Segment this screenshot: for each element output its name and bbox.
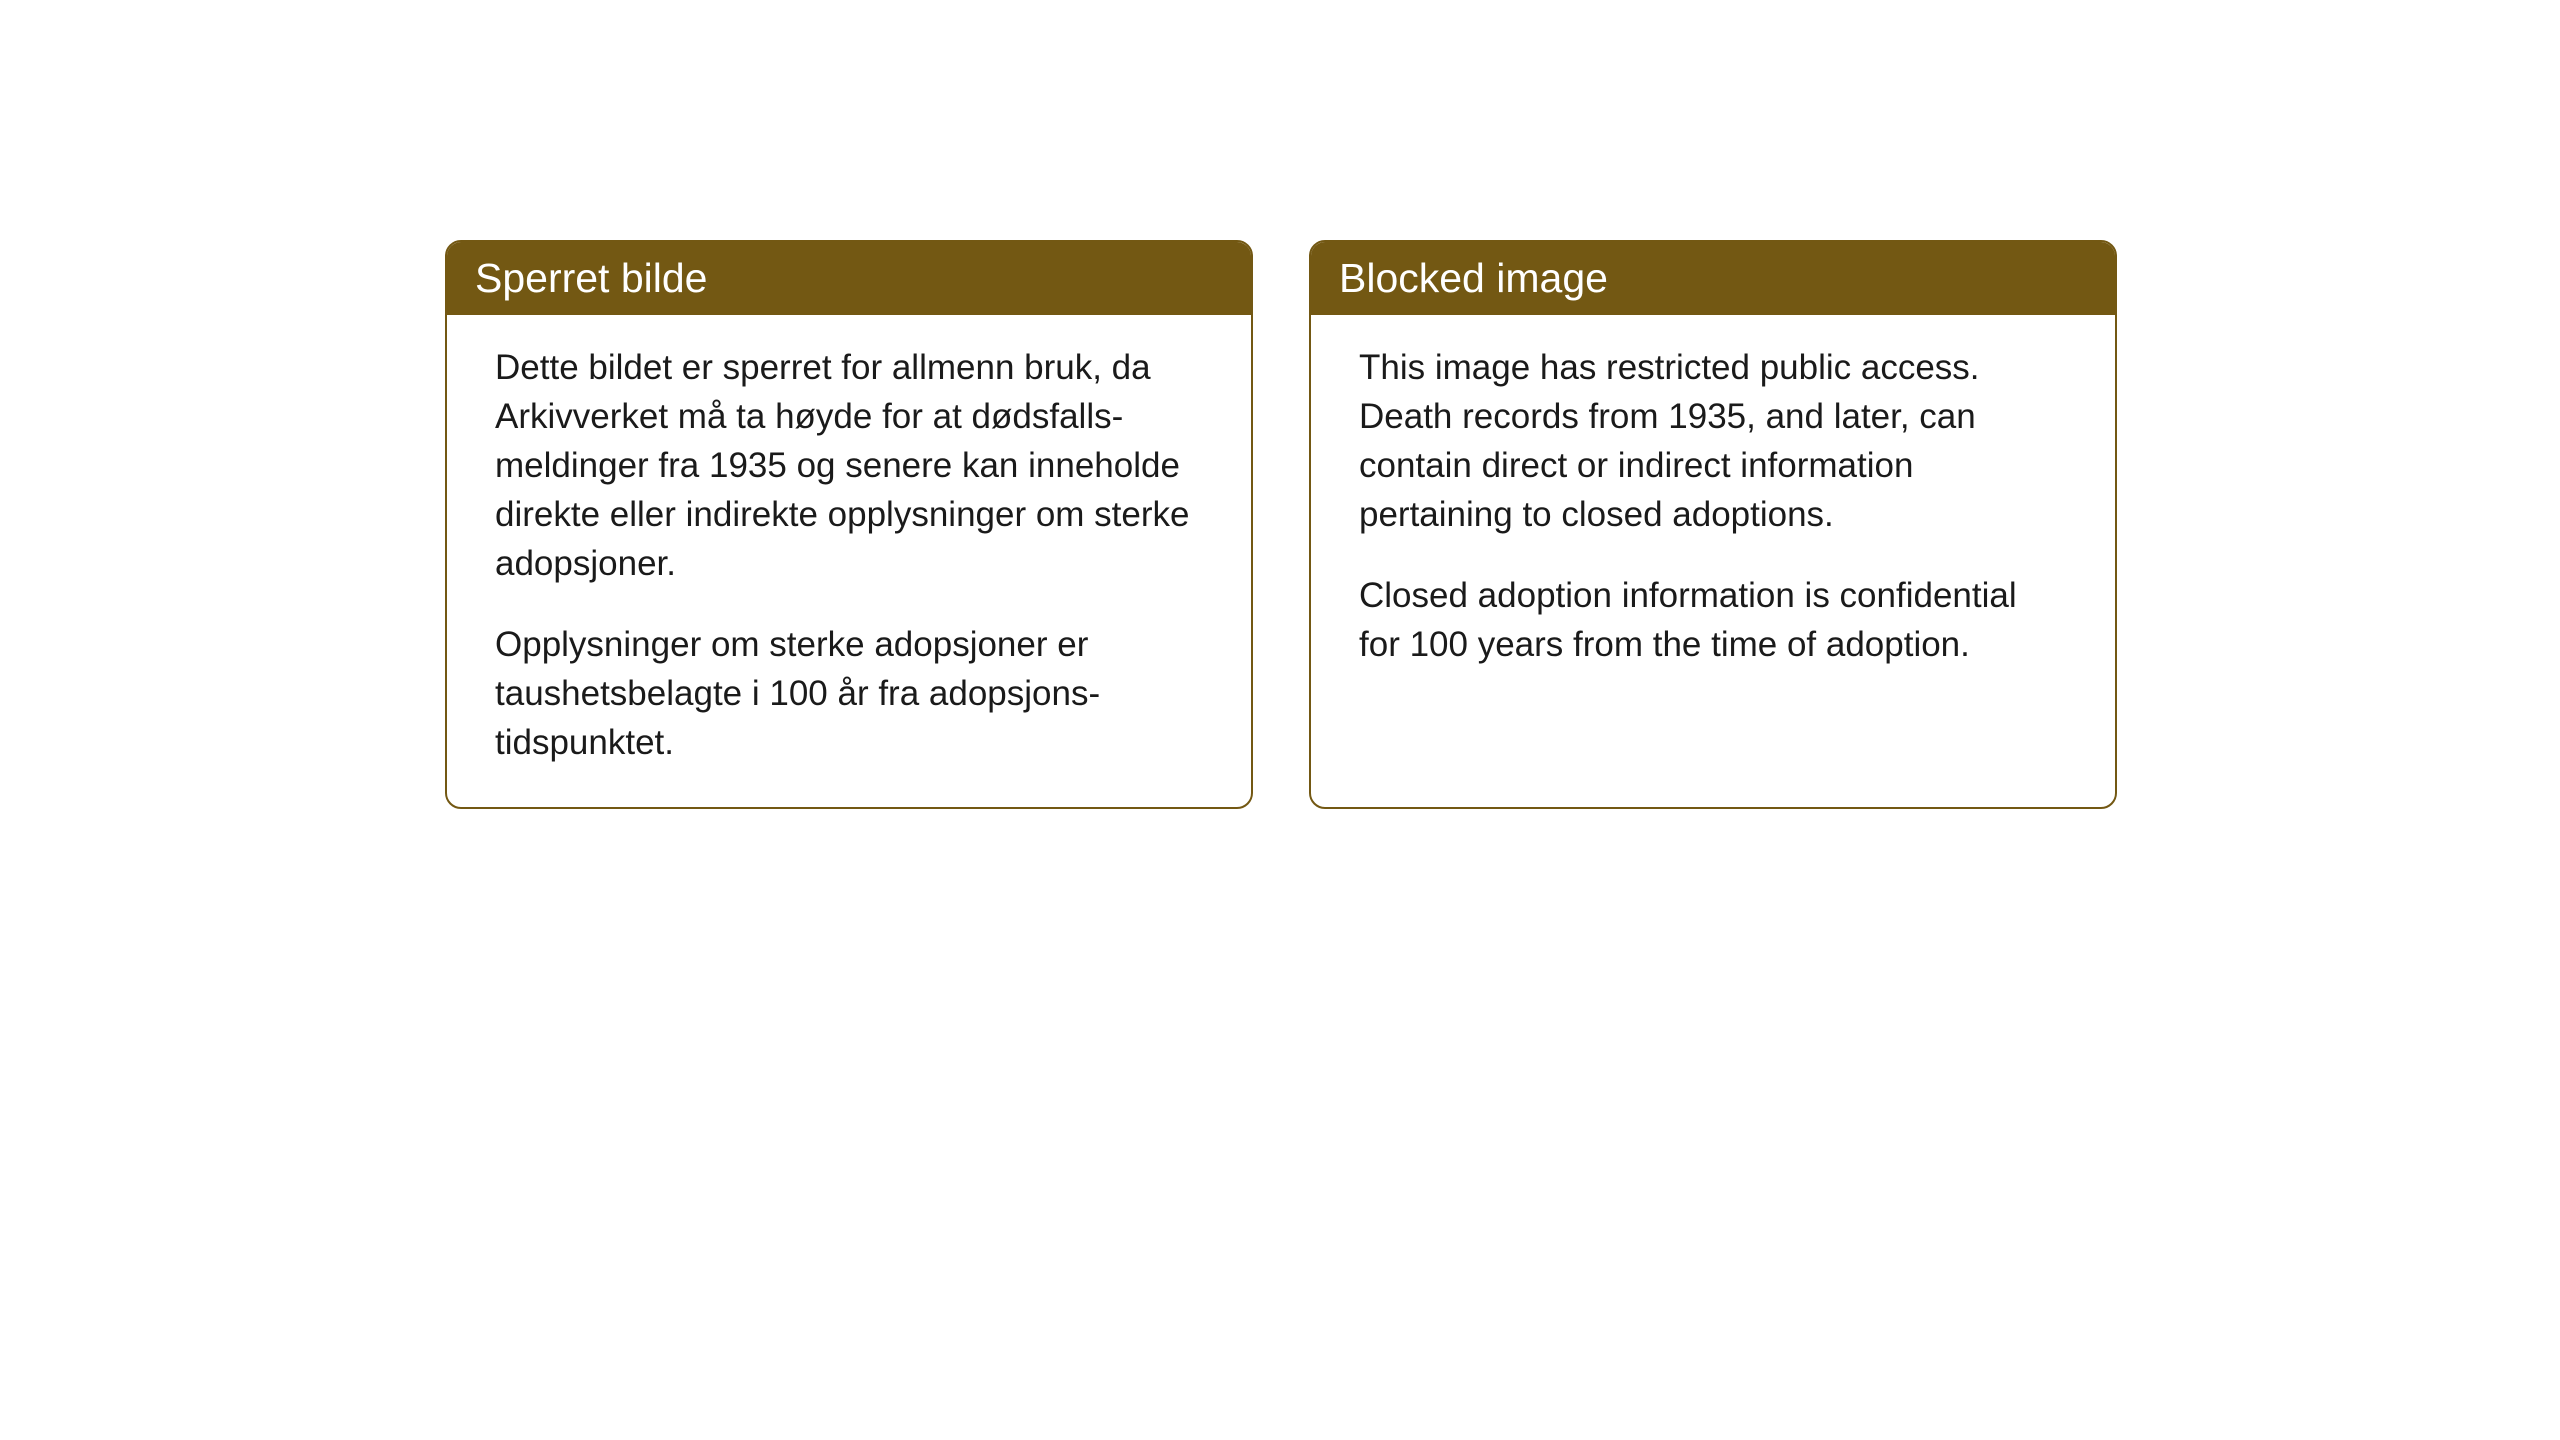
english-card-title: Blocked image	[1311, 242, 2115, 315]
english-paragraph-2: Closed adoption information is confident…	[1359, 571, 2067, 669]
norwegian-card: Sperret bilde Dette bildet er sperret fo…	[445, 240, 1253, 809]
english-paragraph-1: This image has restricted public access.…	[1359, 343, 2067, 539]
card-container: Sperret bilde Dette bildet er sperret fo…	[445, 240, 2117, 809]
english-card-body: This image has restricted public access.…	[1311, 315, 2115, 709]
english-card: Blocked image This image has restricted …	[1309, 240, 2117, 809]
norwegian-paragraph-1: Dette bildet er sperret for allmenn bruk…	[495, 343, 1203, 588]
norwegian-card-body: Dette bildet er sperret for allmenn bruk…	[447, 315, 1251, 807]
norwegian-card-title: Sperret bilde	[447, 242, 1251, 315]
norwegian-paragraph-2: Opplysninger om sterke adopsjoner er tau…	[495, 620, 1203, 767]
